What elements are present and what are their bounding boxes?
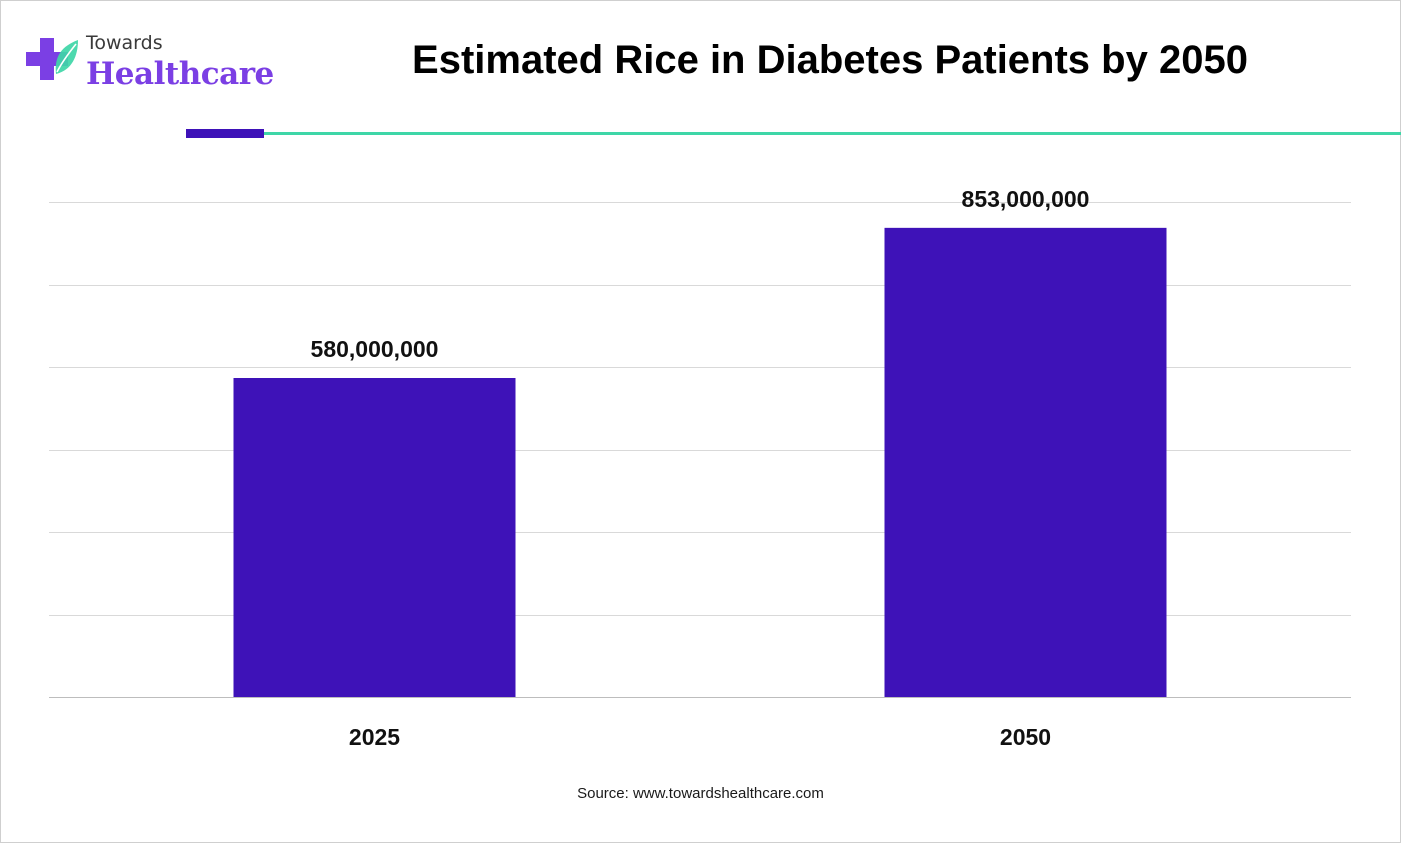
brand-logo: Towards Healthcare (26, 30, 274, 100)
chart-title: Estimated Rice in Diabetes Patients by 2… (412, 38, 1248, 82)
data-label-2025: 580,000,000 (311, 336, 439, 362)
title-divider-accent (186, 129, 264, 138)
title-divider-line (264, 132, 1401, 135)
x-tick-label-2025: 2025 (349, 724, 400, 750)
x-tick-label-2050: 2050 (1000, 724, 1051, 750)
brand-name-top: Towards (86, 32, 163, 54)
medical-cross-leaf-icon (26, 38, 78, 80)
brand-name-main: Healthcare (86, 56, 274, 92)
bar-2050 (884, 227, 1167, 697)
bar-2025 (233, 378, 516, 697)
source-note: Source: www.towardshealthcare.com (577, 785, 824, 802)
data-label-2050: 853,000,000 (962, 186, 1090, 212)
